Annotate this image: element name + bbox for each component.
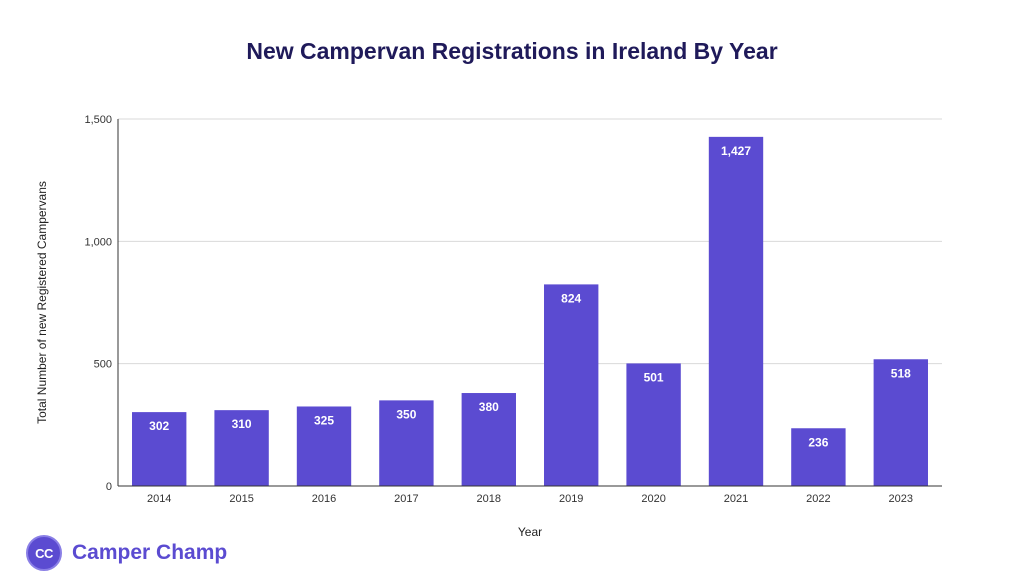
bar-value-label: 380 — [479, 400, 499, 414]
x-axis-title: Year — [518, 525, 542, 539]
bars: 302 310 325 350 380 824 501 1,427 236 518 — [132, 136, 928, 487]
x-tick-label: 2015 — [229, 493, 253, 505]
bar-2015 — [214, 410, 269, 486]
bar-value-label: 350 — [396, 407, 416, 421]
brand: CC Camper Champ — [26, 535, 227, 571]
bar-value-label: 310 — [232, 417, 252, 431]
x-tick-label: 2021 — [724, 493, 748, 505]
x-tick-label: 2014 — [147, 493, 171, 505]
x-axis-ticks: 2014 2015 2016 2017 2018 2019 2020 2021 2022 2023 — [147, 493, 913, 505]
y-tick-label: 500 — [94, 359, 112, 371]
y-tick-label: 0 — [106, 481, 112, 493]
bar-2014 — [132, 412, 187, 486]
bar-value-label: 236 — [808, 435, 828, 449]
y-axis-title: Total Number of new Registered Campervan… — [35, 181, 49, 424]
brand-logo-text: CC — [35, 545, 53, 561]
bar-2016 — [296, 406, 352, 486]
bar-2019 — [544, 284, 599, 486]
bar-2023 — [873, 359, 928, 486]
bar-2020 — [626, 363, 681, 486]
y-tick-label: 1,000 — [84, 236, 112, 248]
x-tick-label: 2020 — [641, 493, 665, 505]
bar-2018 — [461, 393, 516, 486]
bar-value-label: 518 — [891, 366, 911, 380]
chart-title: New Campervan Registrations in Ireland B… — [246, 38, 778, 64]
bar-value-label: 824 — [561, 291, 581, 305]
x-tick-label: 2016 — [312, 493, 336, 505]
bar-value-label: 302 — [149, 419, 169, 433]
bar-value-label: 325 — [314, 413, 334, 427]
y-tick-label: 1,500 — [84, 114, 112, 126]
x-tick-label: 2022 — [806, 493, 830, 505]
grid-lines — [118, 118, 942, 365]
bar-2017 — [379, 400, 434, 486]
x-tick-label: 2019 — [559, 493, 583, 505]
bar-value-label: 1,427 — [721, 144, 751, 158]
brand-name: Camper Champ — [72, 541, 228, 564]
x-tick-label: 2018 — [477, 493, 501, 505]
bar-value-label: 501 — [644, 370, 664, 384]
x-tick-label: 2017 — [394, 493, 418, 505]
bar-2022 — [791, 428, 846, 486]
x-tick-label: 2023 — [889, 493, 913, 505]
y-axis-ticks: 0 500 1,000 1,500 — [84, 114, 112, 493]
bar-2021 — [708, 136, 764, 487]
brand-logo-icon: CC — [26, 535, 62, 571]
